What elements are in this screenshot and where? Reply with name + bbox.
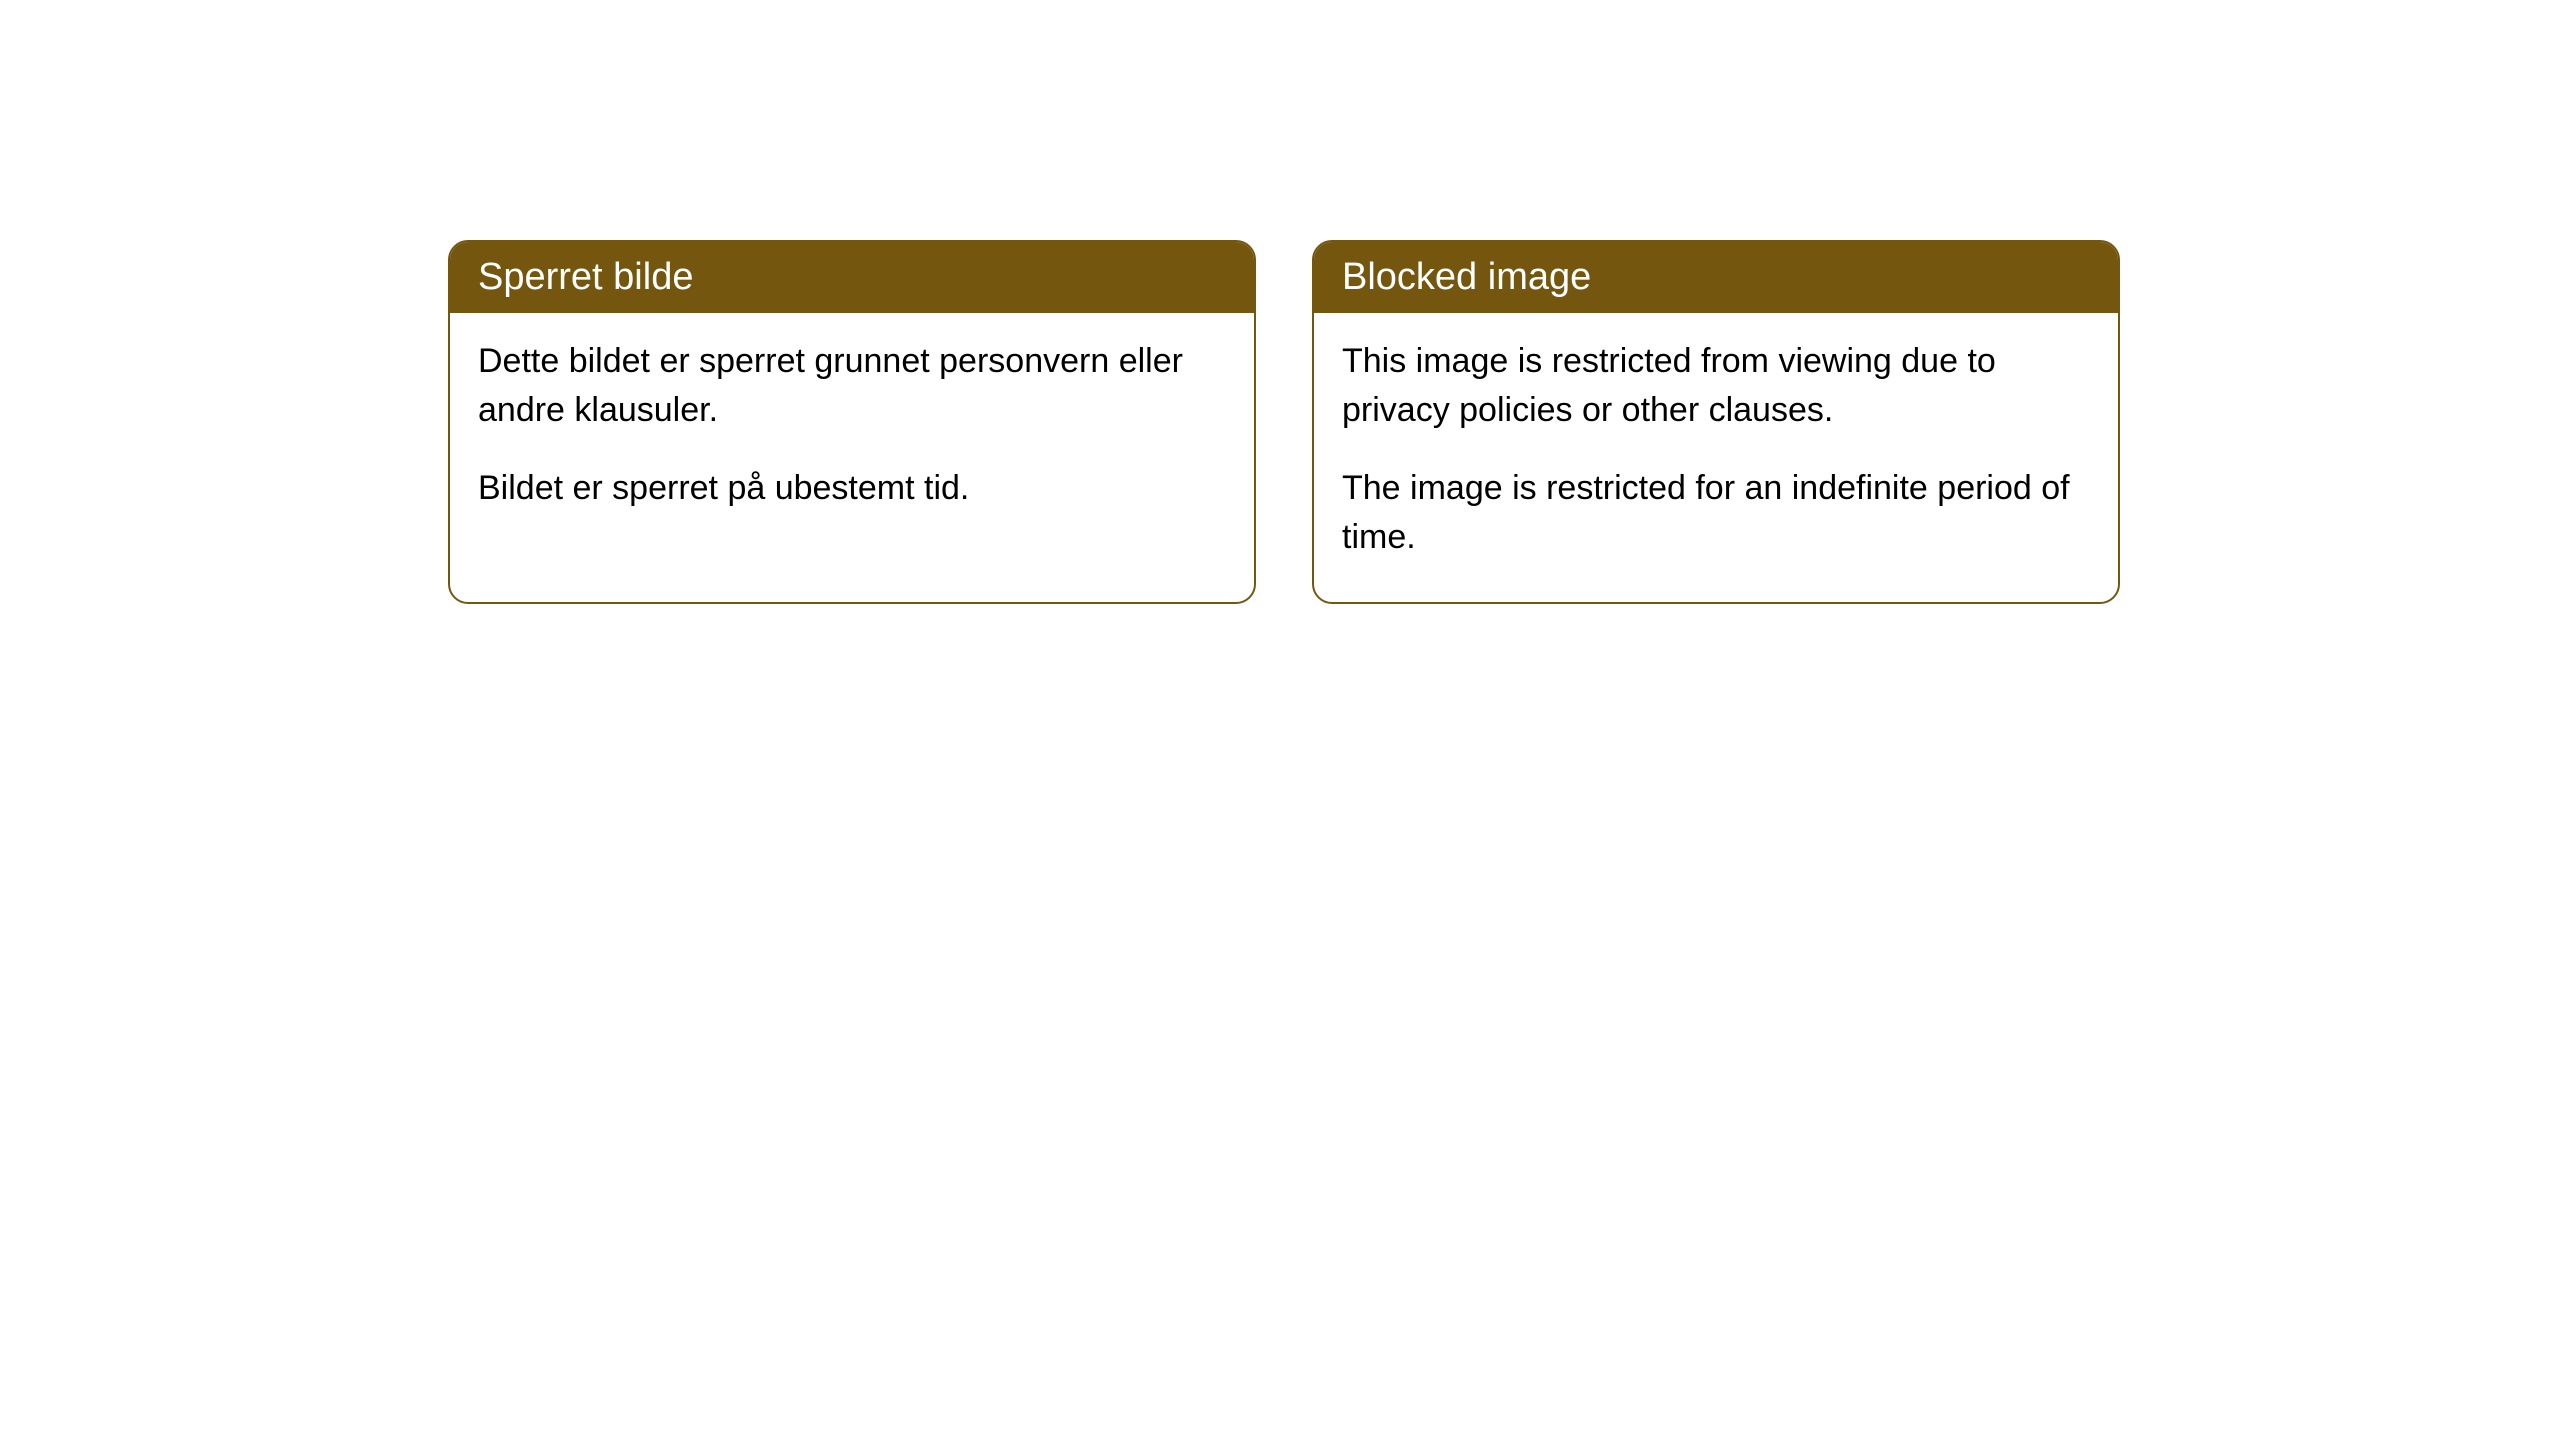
- card-body-english: This image is restricted from viewing du…: [1314, 313, 2118, 602]
- card-header-english: Blocked image: [1314, 242, 2118, 313]
- blocked-image-card-english: Blocked image This image is restricted f…: [1312, 240, 2120, 604]
- card-body-norwegian: Dette bildet er sperret grunnet personve…: [450, 313, 1254, 553]
- card-paragraph: Dette bildet er sperret grunnet personve…: [478, 337, 1226, 436]
- notification-cards-container: Sperret bilde Dette bildet er sperret gr…: [0, 0, 2560, 604]
- card-paragraph: The image is restricted for an indefinit…: [1342, 464, 2090, 563]
- card-title: Sperret bilde: [478, 256, 693, 298]
- card-paragraph: Bildet er sperret på ubestemt tid.: [478, 464, 1226, 513]
- blocked-image-card-norwegian: Sperret bilde Dette bildet er sperret gr…: [448, 240, 1256, 604]
- card-header-norwegian: Sperret bilde: [450, 242, 1254, 313]
- card-title: Blocked image: [1342, 256, 1591, 298]
- card-paragraph: This image is restricted from viewing du…: [1342, 337, 2090, 436]
